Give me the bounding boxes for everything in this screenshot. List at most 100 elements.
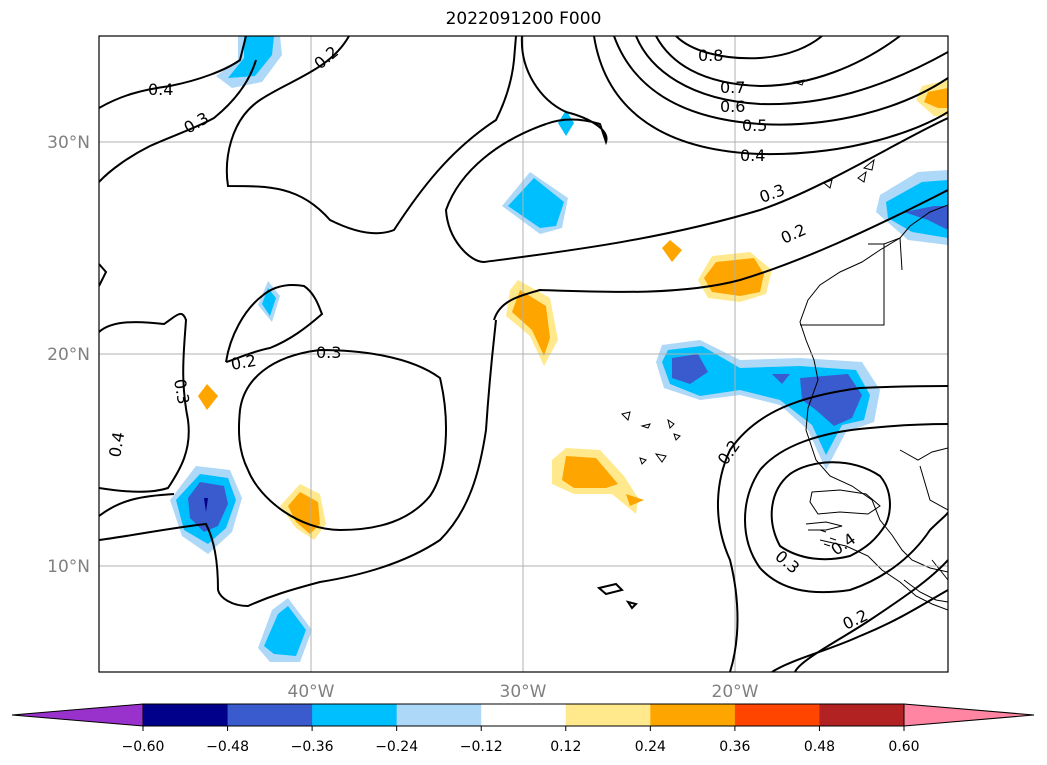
anomaly-blue-south-core bbox=[264, 606, 306, 656]
contours bbox=[99, 36, 948, 672]
senegal-outline bbox=[809, 489, 881, 515]
colorbar-left-arrow-outline bbox=[11, 703, 144, 727]
anomaly-blue-midatlantic-core bbox=[508, 178, 564, 228]
contour-0.4-africa bbox=[770, 461, 891, 561]
colorbar-ticks: −0.60 −0.48 −0.36 −0.24 −0.12 0.12 0.24 0.36 0.4… bbox=[122, 726, 920, 755]
lat-label-10n: 10°N bbox=[47, 557, 90, 577]
inland-border-d bbox=[931, 559, 948, 581]
contour-0.4-north bbox=[593, 36, 948, 156]
anomaly-orange-ne-core bbox=[924, 88, 948, 108]
contour-0.2-main bbox=[493, 189, 948, 321]
colorbar-extend-high bbox=[904, 704, 1034, 726]
anomaly-orange-capeverde-core bbox=[562, 456, 618, 488]
lon-label-40w: 40°W bbox=[288, 682, 335, 702]
gridlines bbox=[99, 36, 948, 672]
colorbar-tick-label: 0.24 bbox=[635, 739, 666, 755]
western-sahara-border bbox=[800, 243, 885, 326]
colorbar-tick-label: 0.60 bbox=[888, 739, 919, 755]
contour-0.3-north bbox=[444, 36, 948, 264]
lat-label-30n: 30°N bbox=[47, 133, 90, 153]
colorbar-extend-low bbox=[12, 704, 143, 726]
anomaly-blue-nw-core bbox=[228, 36, 274, 78]
colorbar-tick-label: 0.12 bbox=[550, 739, 581, 755]
contour-label: 0.4 bbox=[740, 146, 765, 165]
contour-0.2-north bbox=[225, 36, 517, 235]
contour-0.7 bbox=[655, 36, 901, 88]
anomaly-blue-small-b-core bbox=[262, 288, 276, 316]
colorbar-segment bbox=[396, 704, 482, 726]
mauritania-border bbox=[883, 237, 903, 271]
colorbar-segment bbox=[227, 704, 313, 726]
contour-label: 0.8 bbox=[698, 46, 723, 65]
anomaly-orange-dot-a bbox=[662, 240, 682, 262]
anomaly-blue-westafrica-deep-b bbox=[772, 374, 790, 384]
inland-border-b bbox=[919, 465, 948, 511]
lon-label-20w: 20°W bbox=[712, 682, 759, 702]
contour-0.5 bbox=[613, 36, 948, 126]
contour-label: 0.3 bbox=[316, 343, 341, 362]
colorbar-tick-label: −0.24 bbox=[375, 739, 418, 755]
contour-0.3-west-box bbox=[99, 312, 190, 493]
anomaly-orange-dot-b bbox=[198, 384, 218, 410]
contour-label: 0.7 bbox=[720, 78, 745, 97]
colorbar-tick-label: −0.48 bbox=[206, 739, 249, 755]
contour-0.2-small-a bbox=[596, 582, 624, 596]
anomaly-blue-sw-deep bbox=[188, 482, 228, 532]
contour-label: 0.3 bbox=[170, 377, 193, 405]
capeverde-b bbox=[640, 423, 651, 429]
contour-label: 0.2 bbox=[229, 351, 257, 374]
contour-0.2-small-b bbox=[625, 600, 638, 610]
colorbar-tick-label: 0.48 bbox=[804, 739, 835, 755]
inland-border-a bbox=[899, 447, 948, 461]
contour-0.8 bbox=[675, 36, 823, 60]
contour-0.6 bbox=[635, 36, 948, 106]
guinea-outline bbox=[819, 539, 948, 611]
contour-0.2-africa-south bbox=[794, 559, 948, 672]
colorbar-segment bbox=[734, 704, 820, 726]
map-title: 2022091200 F000 bbox=[445, 9, 602, 29]
colorbar-right-arrow-outline bbox=[903, 703, 1035, 727]
lon-label-30w: 30°W bbox=[500, 682, 547, 702]
anomaly-orange-sw-core bbox=[288, 492, 320, 534]
africa-coast-north bbox=[799, 204, 948, 573]
contour-label: 0.6 bbox=[720, 97, 745, 116]
contour-0.2-west-b bbox=[99, 493, 175, 517]
contour-0.3-africa bbox=[744, 423, 948, 672]
colorbar: −0.60 −0.48 −0.36 −0.24 −0.12 0.12 0.24 0.36 0.4… bbox=[11, 703, 1035, 755]
colorbar-segment bbox=[565, 704, 651, 726]
contour-label: 0.4 bbox=[148, 80, 173, 99]
contour-0.2-africa-outer bbox=[716, 385, 948, 672]
coastlines bbox=[621, 79, 948, 611]
anomaly-blue-ne-core bbox=[886, 180, 948, 238]
capeverde-c bbox=[667, 418, 675, 429]
colorbar-segment bbox=[481, 704, 567, 726]
anomaly-orange-midatlantic-core bbox=[512, 290, 550, 356]
canary-islands-b bbox=[857, 170, 867, 183]
bijagos-islands bbox=[819, 529, 837, 547]
colorbar-frame bbox=[142, 703, 905, 727]
anomaly-blue-westafrica-deep-a bbox=[672, 354, 708, 384]
contour-0.3-nw bbox=[99, 59, 257, 183]
contour-label: 0.5 bbox=[742, 116, 767, 135]
lat-label-20n: 20°N bbox=[47, 345, 90, 365]
longitude-labels: 40°W 30°W 20°W bbox=[288, 682, 759, 702]
contour-0.4-nw bbox=[99, 36, 247, 109]
latitude-labels: 30°N 20°N 10°N bbox=[47, 133, 90, 577]
madeira bbox=[792, 79, 805, 86]
colorbar-segment bbox=[143, 704, 229, 726]
contour-0.2-loop bbox=[225, 284, 324, 363]
colorbar-segment bbox=[650, 704, 736, 726]
colorbar-segment bbox=[312, 704, 398, 726]
anomaly-orange-dot-c bbox=[626, 494, 644, 506]
colorbar-tick-label: −0.36 bbox=[291, 739, 334, 755]
anomaly-blue-ne-deep bbox=[904, 206, 948, 230]
anomaly-blue-sw-darkest bbox=[204, 498, 208, 512]
capeverde-a bbox=[621, 411, 631, 421]
contour-0.3-africa-inner bbox=[759, 511, 948, 594]
capeverde-f bbox=[654, 453, 667, 463]
canary-islands-a bbox=[862, 158, 875, 171]
contour-0.2-west-long bbox=[99, 319, 497, 608]
colorbar-tick-label: 0.36 bbox=[719, 739, 750, 755]
colorbar-segment bbox=[819, 704, 905, 726]
